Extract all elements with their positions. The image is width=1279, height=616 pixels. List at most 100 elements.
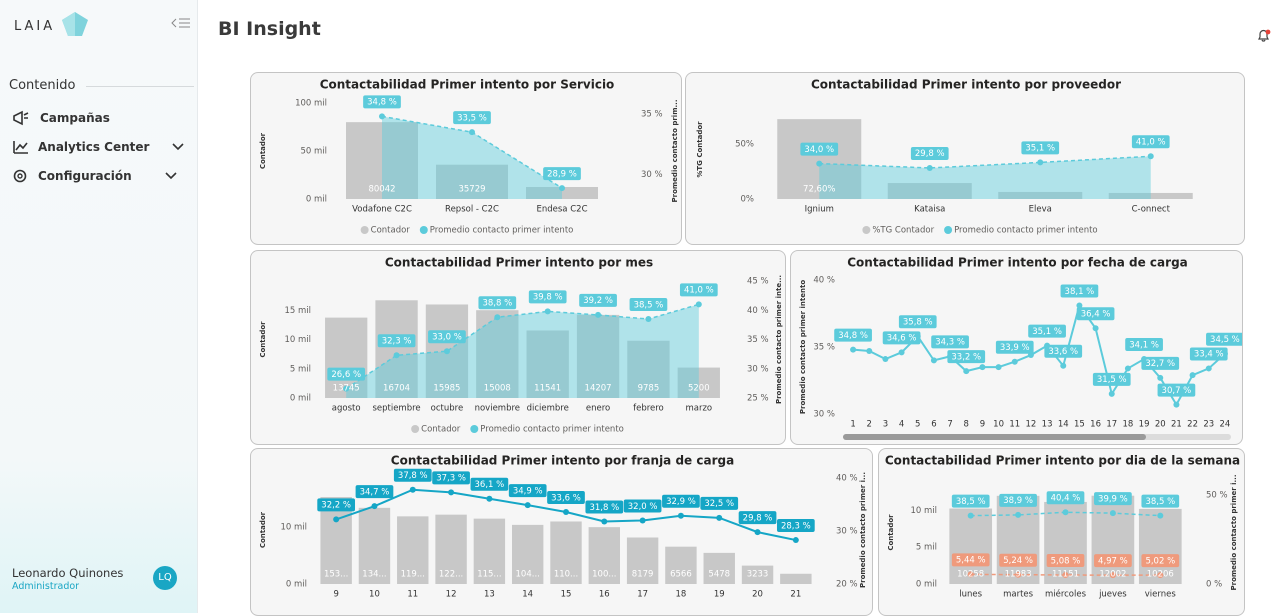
x-tick-label: 13	[484, 590, 495, 600]
x-tick-label: 3	[883, 420, 888, 430]
value-label-box	[543, 167, 581, 181]
value-label-box	[393, 468, 432, 482]
value-label-box	[738, 511, 777, 525]
value-label-box	[662, 494, 700, 508]
x-tick-label: 19	[1139, 420, 1150, 430]
value-label-box	[1094, 492, 1132, 506]
value-label-box	[327, 367, 366, 381]
x-tick-label: viernes	[1145, 590, 1177, 600]
line-point	[963, 368, 970, 375]
value-label: 33,9 %	[995, 340, 1034, 354]
legend-label: Promedio contacto primer intento	[954, 226, 1098, 236]
chart: Contactabilidad Primer intento por fecha…	[799, 256, 1242, 440]
value-label-box	[1157, 383, 1196, 397]
chart: Contactabilidad Primer intento por franj…	[259, 454, 867, 600]
legend-swatch	[360, 226, 369, 234]
value-label-text: 32,9 %	[666, 497, 696, 507]
value-label-text: 34,0 %	[804, 145, 834, 155]
value-label-box	[1046, 553, 1085, 567]
value-label: 5,02 %	[1141, 554, 1180, 568]
line-point	[448, 489, 455, 496]
bar	[526, 187, 598, 199]
y-tick-label: 10 mil	[284, 335, 311, 345]
y-tick-label: 50%	[735, 140, 754, 150]
value-label-box	[1141, 554, 1180, 568]
value-label-text: 26,6 %	[331, 370, 361, 380]
value-label-box	[317, 498, 356, 512]
value-label: 41,0 %	[1131, 135, 1170, 149]
x-tick-label: 10	[993, 420, 1004, 430]
bar-value-label: 6566	[670, 570, 692, 580]
value-label: 37,3 %	[432, 471, 470, 485]
avatar[interactable]: LQ	[153, 566, 177, 590]
y-tick-label: 15 mil	[284, 306, 311, 316]
x-tick-label: 24	[1220, 420, 1231, 430]
chart-card: Contactabilidad Primer intento por Servi…	[250, 72, 682, 245]
value-label: 36,1 %	[470, 477, 509, 491]
value-label-text: 32,2 %	[321, 501, 351, 511]
value-label-box	[1141, 356, 1180, 370]
x-tick-label: 1	[850, 420, 855, 430]
value-label-text: 5,24 %	[1003, 556, 1033, 566]
y-tick-label: 0 mil	[286, 580, 307, 590]
line-point	[1109, 510, 1116, 517]
value-label-box	[999, 493, 1037, 507]
line-point	[1189, 372, 1196, 379]
value-label-text: 37,8 %	[398, 471, 428, 481]
notification-bell[interactable]	[1256, 28, 1274, 44]
value-label-text: 34,8 %	[838, 331, 868, 341]
line-point	[979, 364, 986, 371]
value-label: 32,0 %	[623, 499, 662, 513]
x-tick-label: Kataisa	[914, 205, 945, 215]
line-point	[695, 301, 702, 308]
line-point	[926, 164, 933, 171]
y2-tick-label: 50 %	[1206, 491, 1228, 501]
value-label-text: 41,0 %	[684, 286, 714, 296]
value-label-text: 32,0 %	[628, 502, 658, 512]
value-label-box	[478, 296, 517, 310]
value-label: 38,9 %	[999, 493, 1037, 507]
x-tick-label: octubre	[431, 404, 464, 414]
chart-card: Contactabilidad Primer intento por fecha…	[790, 250, 1243, 445]
y2-tick-label: 30 %	[747, 364, 769, 374]
value-label-box	[1092, 372, 1131, 386]
chart-title: Contactabilidad Primer intento por mes	[385, 256, 653, 270]
legend-swatch	[419, 226, 428, 234]
bar	[320, 497, 352, 584]
bar	[588, 527, 621, 584]
value-label: 33,6 %	[1044, 344, 1083, 358]
y2-tick-label: 0 %	[1206, 580, 1222, 590]
x-tick-label: martes	[1003, 590, 1034, 600]
value-label: 33,4 %	[1189, 347, 1228, 361]
menu-item[interactable]: Configuración	[12, 168, 178, 184]
menu-item[interactable]: Campañas	[12, 110, 110, 126]
line-area	[346, 304, 699, 398]
menu-item[interactable]: Analytics Center	[12, 139, 185, 155]
line-point	[1060, 362, 1067, 369]
divider	[86, 86, 194, 87]
bar-value-label: 80042	[368, 185, 395, 195]
value-label: 34,7 %	[355, 485, 394, 499]
collapse-button[interactable]	[170, 16, 192, 30]
legend-label: Contador	[421, 425, 461, 435]
line-point	[393, 352, 400, 359]
value-label-text: 5,02 %	[1145, 556, 1175, 566]
y2-tick-label: 40 %	[747, 306, 769, 316]
value-label: 28,3 %	[776, 519, 815, 533]
value-label-box	[834, 328, 872, 342]
x-tick-label: 7	[947, 420, 952, 430]
value-label-text: 33,2 %	[951, 352, 981, 362]
y-tick-label: 50 mil	[300, 147, 327, 157]
chart-title: Contactabilidad Primer intento por dia d…	[885, 454, 1240, 468]
value-label: 28,9 %	[543, 167, 581, 181]
y-tick-label: 5 mil	[916, 543, 937, 553]
bar-value-label: 115...	[477, 570, 501, 580]
x-tick-label: Eleva	[1029, 205, 1052, 215]
bar-value-label: 11151	[1052, 570, 1079, 580]
bar-value-label: 9785	[638, 384, 660, 394]
bar-value-label: 8179	[632, 570, 654, 580]
value-label-text: 32,5 %	[704, 499, 734, 509]
line-point	[1109, 572, 1116, 579]
value-label: 33,6 %	[547, 491, 585, 504]
value-label-box	[1046, 491, 1085, 505]
